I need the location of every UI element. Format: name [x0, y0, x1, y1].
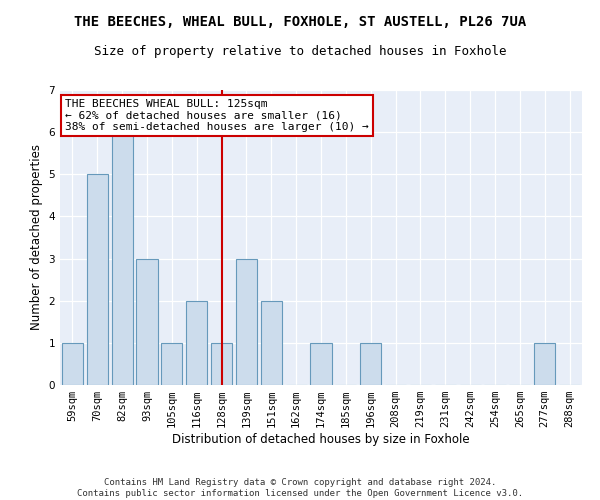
Bar [261, 300, 282, 385]
Text: THE BEECHES WHEAL BULL: 125sqm
← 62% of detached houses are smaller (16)
38% of : THE BEECHES WHEAL BULL: 125sqm ← 62% of … [65, 99, 369, 132]
Bar [112, 132, 133, 385]
Bar [310, 343, 332, 385]
X-axis label: Distribution of detached houses by size in Foxhole: Distribution of detached houses by size … [172, 433, 470, 446]
Y-axis label: Number of detached properties: Number of detached properties [30, 144, 43, 330]
Bar [136, 258, 158, 385]
Bar [211, 343, 232, 385]
Text: Contains HM Land Registry data © Crown copyright and database right 2024.
Contai: Contains HM Land Registry data © Crown c… [77, 478, 523, 498]
Bar [62, 343, 83, 385]
Text: Size of property relative to detached houses in Foxhole: Size of property relative to detached ho… [94, 45, 506, 58]
Bar [360, 343, 381, 385]
Bar [534, 343, 555, 385]
Bar [87, 174, 108, 385]
Bar [236, 258, 257, 385]
Bar [161, 343, 182, 385]
Bar [186, 300, 207, 385]
Text: THE BEECHES, WHEAL BULL, FOXHOLE, ST AUSTELL, PL26 7UA: THE BEECHES, WHEAL BULL, FOXHOLE, ST AUS… [74, 15, 526, 29]
